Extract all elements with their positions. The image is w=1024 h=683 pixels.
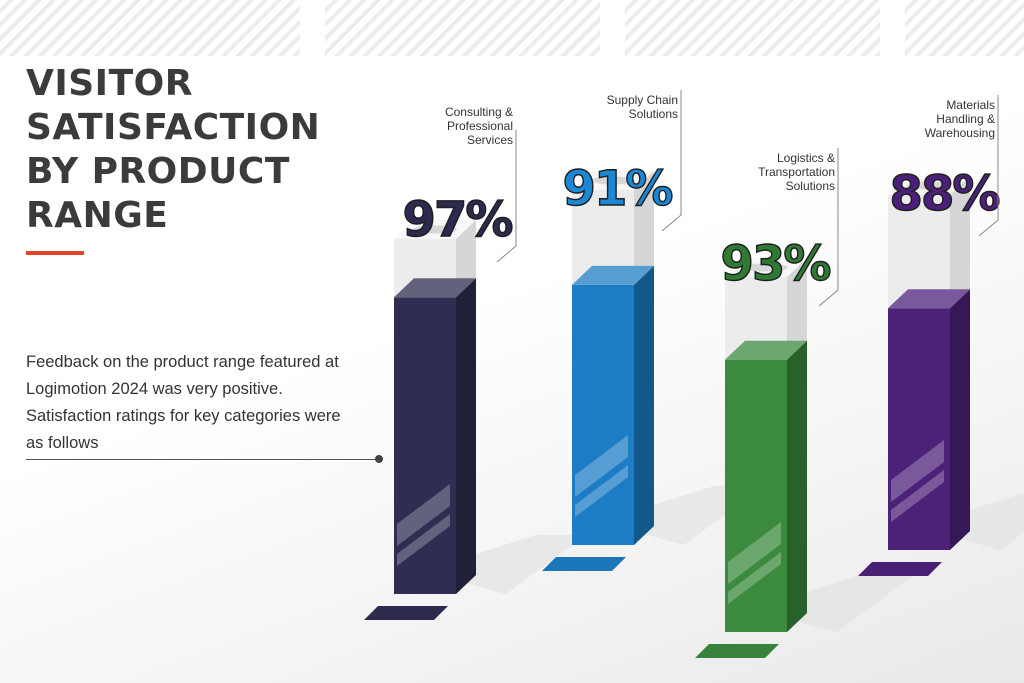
category-label: Solutions bbox=[786, 179, 835, 193]
value-label: 97% bbox=[403, 192, 513, 248]
bar-fill-front bbox=[888, 308, 950, 550]
bar-base-mark bbox=[858, 562, 942, 576]
category-label: Materials bbox=[946, 98, 995, 112]
bar-base-mark bbox=[695, 644, 779, 658]
category-label: Solutions bbox=[629, 107, 678, 121]
bar-gloss-stripe bbox=[891, 470, 944, 522]
bar-top-shadow bbox=[591, 176, 635, 185]
title-accent-rule bbox=[26, 251, 84, 255]
title-line: SATISFACTION bbox=[26, 107, 321, 148]
category-label: Transportation bbox=[758, 165, 835, 179]
category-label: Logistics & bbox=[777, 151, 835, 165]
title-line: VISITOR bbox=[26, 63, 193, 104]
description-divider bbox=[26, 459, 378, 460]
bar-fill-side bbox=[950, 289, 970, 550]
bar-fill-side bbox=[634, 265, 654, 545]
bar-fill-front bbox=[572, 284, 634, 545]
category-label: Professional bbox=[447, 119, 513, 133]
bar-fill-side bbox=[787, 340, 807, 632]
callout-line bbox=[496, 130, 517, 263]
page-title: VISITOR SATISFACTION BY PRODUCT RANGE bbox=[26, 62, 356, 238]
description-text: Feedback on the product range featured a… bbox=[26, 353, 341, 452]
bar-base-mark bbox=[364, 606, 448, 620]
category-label: Services bbox=[467, 133, 513, 147]
value-label: 91% bbox=[563, 161, 673, 217]
bar-gloss-stripe bbox=[575, 465, 628, 517]
bar-base-mark bbox=[542, 557, 626, 571]
bar-fill-top bbox=[888, 289, 970, 309]
bar-gloss-stripe bbox=[728, 522, 781, 584]
category-label: Handling & bbox=[936, 112, 995, 126]
divider-dot bbox=[375, 455, 383, 463]
category-label: Consulting & bbox=[445, 105, 513, 119]
bar-top-shadow bbox=[413, 225, 457, 234]
bar-fill-top bbox=[572, 265, 654, 285]
bar-gloss-stripe bbox=[891, 440, 944, 502]
bar-gloss-stripe bbox=[397, 484, 450, 546]
callout-line bbox=[661, 90, 682, 232]
value-label: 88% bbox=[890, 166, 1000, 222]
title-line: RANGE bbox=[26, 195, 169, 236]
header-stripes bbox=[0, 0, 1024, 58]
title-line: BY PRODUCT bbox=[26, 151, 290, 192]
callout-line bbox=[818, 148, 839, 307]
bar-gloss-stripe bbox=[397, 514, 450, 566]
bar-fill-top bbox=[394, 278, 476, 298]
bar-fill-front bbox=[725, 359, 787, 632]
category-label: Warehousing bbox=[925, 126, 995, 140]
callout-line bbox=[978, 95, 999, 237]
value-label: 93% bbox=[721, 236, 831, 292]
bar-fill-side bbox=[456, 278, 476, 594]
bar-gloss-stripe bbox=[575, 435, 628, 497]
bar-top-shadow bbox=[907, 181, 951, 190]
bar-top-shadow bbox=[744, 263, 788, 272]
bar-gloss-stripe bbox=[728, 552, 781, 604]
bar-fill-top bbox=[725, 340, 807, 360]
category-label: Supply Chain bbox=[607, 93, 678, 107]
bar-fill-front bbox=[394, 297, 456, 594]
